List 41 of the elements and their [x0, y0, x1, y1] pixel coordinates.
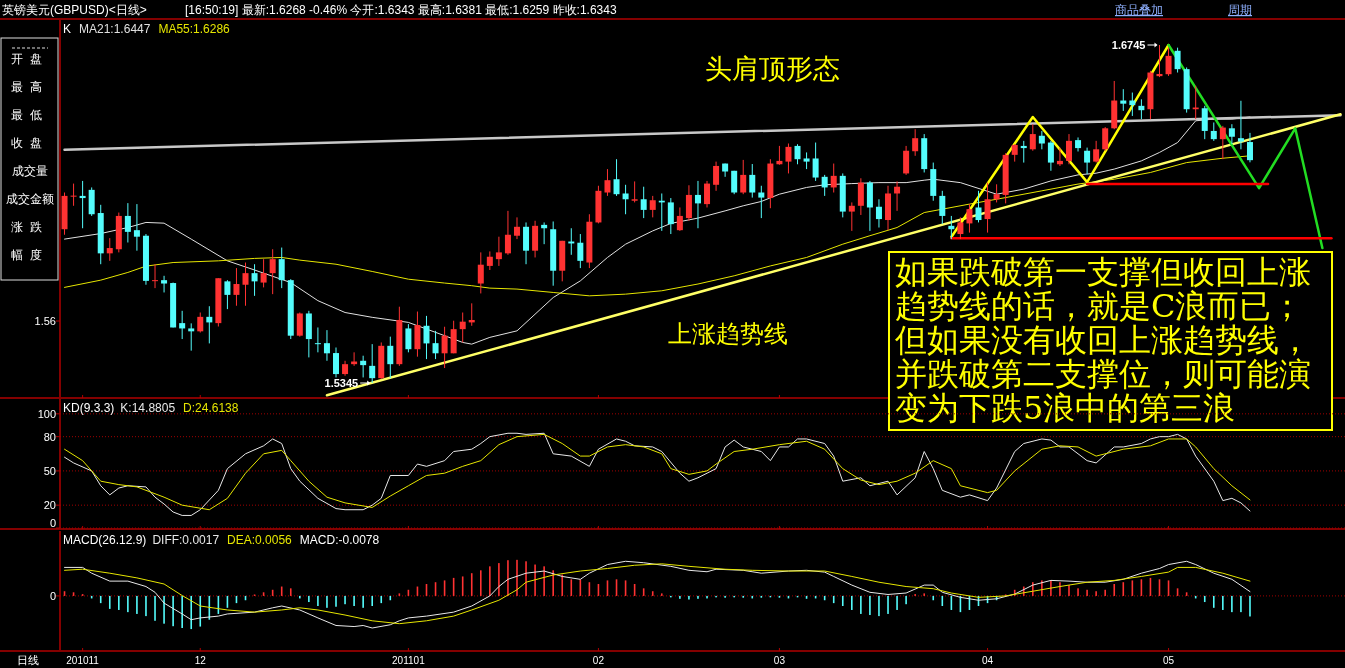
- x-tick-label: 201011: [66, 655, 100, 666]
- text: 1.56: [34, 315, 56, 327]
- y-tick-label: 0: [49, 517, 56, 529]
- chart-subtitle: [16:50:19] 最新:1.6268 -0.46% 今开:1.6343 最高:1.6381 最低:1.6259 昨收:1.6343: [185, 3, 617, 17]
- annotation: 上涨趋势线: [668, 320, 788, 348]
- x-tick-label: 201101: [392, 655, 426, 666]
- y-tick-label: 50: [43, 464, 56, 477]
- x-tick-label: 04: [981, 655, 994, 666]
- annotation: 头肩顶形态: [705, 53, 840, 84]
- text: 开盘: [10, 52, 50, 66]
- text: 最低: [10, 108, 50, 122]
- x-axis-title: 日线: [17, 654, 39, 666]
- chart-title: MACD(26.12.9): [63, 533, 147, 547]
- text: 收盘: [10, 136, 50, 150]
- y-tick-label: 80: [43, 430, 56, 443]
- annotation: 1.6745: [1111, 39, 1146, 51]
- text: 最高: [10, 80, 50, 94]
- text: 成交金额: [6, 192, 54, 206]
- text: 周期: [1228, 3, 1252, 17]
- x-tick-label: 03: [773, 655, 786, 666]
- text: DEA:0.0056: [227, 533, 293, 547]
- x-tick-label: 12: [194, 655, 207, 666]
- y-tick-label: 20: [43, 499, 56, 512]
- legend-title: K: [63, 22, 72, 36]
- x-tick-label: 02: [592, 655, 605, 666]
- text: 涨跌: [10, 220, 50, 234]
- x-tick-label: 05: [1162, 655, 1175, 666]
- text: MA21:1.6447: [79, 22, 151, 36]
- annotation: 1.5345: [324, 377, 359, 389]
- chart-title: KD(9.3.3): [63, 401, 115, 415]
- text: MACD:-0.0078: [299, 533, 380, 547]
- chart-title: 英镑美元(GBPUSD)<日线>: [2, 3, 147, 17]
- text: MA55:1.6286: [158, 22, 231, 36]
- text: 幅度: [10, 248, 50, 262]
- text: 成交量: [12, 164, 48, 178]
- text: K:14.8805: [120, 401, 176, 415]
- y-tick-label: 100: [37, 407, 56, 420]
- text: D:24.6138: [183, 401, 239, 415]
- text: 商品叠加: [1115, 3, 1163, 17]
- text: DIFF:0.0017: [152, 533, 220, 547]
- annotation: 如果跌破第一支撑但收回上涨趋势线的话，就是C浪而已；但如果没有收回上涨趋势线，并跌破第二支撑位，则可能演变为下跌5浪中的第三浪: [895, 253, 1311, 427]
